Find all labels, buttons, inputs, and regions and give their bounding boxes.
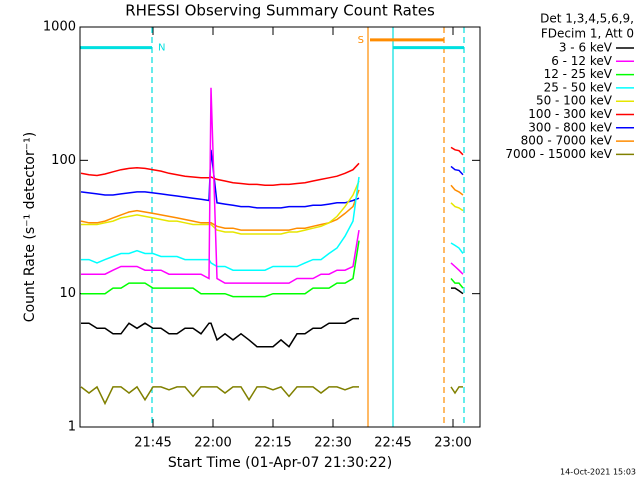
series-line: [450, 202, 464, 212]
y-tick-label: 10: [59, 286, 76, 301]
legend-label: 3 - 6 keV: [559, 41, 613, 55]
y-tick-label: 100: [51, 153, 76, 168]
series-line: [450, 184, 464, 196]
x-tick-label: 21:45: [134, 436, 171, 451]
legend-label: 800 - 7000 keV: [521, 134, 613, 148]
interval-label: N: [158, 43, 165, 54]
y-axis-label: Count Rate (s⁻¹ detector⁻¹): [22, 132, 38, 322]
interval-label: S: [358, 35, 364, 46]
y-tick-label: 1: [68, 420, 76, 435]
series-line: [80, 149, 360, 209]
legend-header: FDecim 1, Att 0: [541, 27, 634, 41]
x-tick-label: 23:00: [434, 436, 471, 451]
series-line: [81, 87, 360, 284]
legend-label: 25 - 50 keV: [544, 80, 613, 94]
y-tick-label: 1000: [43, 20, 76, 35]
series-line: [81, 180, 360, 235]
x-tick-label: 22:45: [374, 436, 411, 451]
series-line: [80, 189, 360, 231]
series-line: [450, 165, 464, 176]
series-line: [450, 262, 464, 275]
x-axis-label: Start Time (01-Apr-07 21:30:22): [168, 455, 392, 471]
plot-frame: [79, 26, 481, 428]
x-tick-label: 22:00: [194, 436, 231, 451]
series-line: [450, 386, 463, 395]
footer: 14-Oct-2021 15:03: [560, 468, 636, 477]
legend-label: 300 - 800 keV: [528, 120, 612, 134]
series-line: [451, 287, 464, 295]
series-line: [80, 385, 359, 406]
series-line: [450, 278, 464, 289]
chart-title: RHESSI Observing Summary Count Rates: [125, 2, 435, 20]
series-line: [450, 146, 464, 156]
x-tick-label: 22:30: [314, 436, 351, 451]
series-line: [80, 162, 360, 187]
series-line: [81, 240, 360, 298]
legend-header: Det 1,3,4,5,6,9,: [540, 12, 634, 26]
legend-label: 12 - 25 keV: [544, 67, 613, 81]
legend-label: 100 - 300 keV: [528, 107, 612, 121]
legend-label: 7000 - 15000 keV: [505, 147, 612, 161]
series-line: [81, 317, 359, 348]
legend-label: 6 - 12 keV: [551, 54, 613, 68]
x-tick-label: 22:15: [254, 436, 291, 451]
series-line: [450, 242, 464, 254]
legend-label: 50 - 100 keV: [536, 94, 613, 108]
